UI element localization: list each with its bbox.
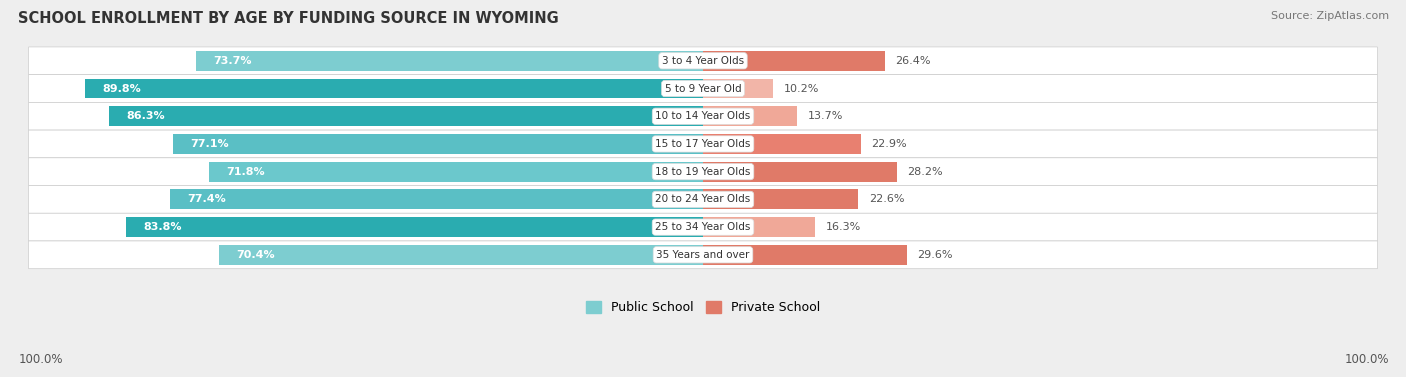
- Text: 5 to 9 Year Old: 5 to 9 Year Old: [665, 84, 741, 93]
- Text: 35 Years and over: 35 Years and over: [657, 250, 749, 260]
- Bar: [703, 106, 797, 126]
- Text: 22.6%: 22.6%: [869, 195, 904, 204]
- Text: 71.8%: 71.8%: [226, 167, 264, 177]
- FancyBboxPatch shape: [28, 213, 1378, 241]
- Text: 77.1%: 77.1%: [190, 139, 228, 149]
- Text: 100.0%: 100.0%: [1344, 353, 1389, 366]
- Bar: [219, 245, 703, 265]
- Bar: [173, 134, 703, 154]
- Text: 100.0%: 100.0%: [18, 353, 63, 366]
- Text: 29.6%: 29.6%: [917, 250, 952, 260]
- Text: 22.9%: 22.9%: [870, 139, 907, 149]
- FancyBboxPatch shape: [28, 158, 1378, 185]
- Bar: [209, 162, 703, 182]
- Bar: [703, 134, 860, 154]
- Text: 3 to 4 Year Olds: 3 to 4 Year Olds: [662, 56, 744, 66]
- Text: Source: ZipAtlas.com: Source: ZipAtlas.com: [1271, 11, 1389, 21]
- Legend: Public School, Private School: Public School, Private School: [581, 296, 825, 319]
- Bar: [703, 162, 897, 182]
- FancyBboxPatch shape: [28, 103, 1378, 130]
- Bar: [195, 51, 703, 71]
- Text: 70.4%: 70.4%: [236, 250, 274, 260]
- FancyBboxPatch shape: [28, 130, 1378, 158]
- Text: 15 to 17 Year Olds: 15 to 17 Year Olds: [655, 139, 751, 149]
- Text: 26.4%: 26.4%: [896, 56, 931, 66]
- Bar: [86, 78, 703, 98]
- Text: 28.2%: 28.2%: [907, 167, 943, 177]
- Text: 10 to 14 Year Olds: 10 to 14 Year Olds: [655, 111, 751, 121]
- Bar: [110, 106, 703, 126]
- FancyBboxPatch shape: [28, 75, 1378, 103]
- FancyBboxPatch shape: [28, 241, 1378, 269]
- Bar: [703, 51, 884, 71]
- Text: 77.4%: 77.4%: [187, 195, 226, 204]
- Text: 20 to 24 Year Olds: 20 to 24 Year Olds: [655, 195, 751, 204]
- Text: 86.3%: 86.3%: [127, 111, 165, 121]
- Text: 25 to 34 Year Olds: 25 to 34 Year Olds: [655, 222, 751, 232]
- Text: 18 to 19 Year Olds: 18 to 19 Year Olds: [655, 167, 751, 177]
- Bar: [703, 189, 859, 209]
- Bar: [703, 245, 907, 265]
- Text: 16.3%: 16.3%: [825, 222, 860, 232]
- FancyBboxPatch shape: [28, 47, 1378, 75]
- Bar: [127, 217, 703, 237]
- Bar: [703, 217, 815, 237]
- Bar: [703, 78, 773, 98]
- Text: 83.8%: 83.8%: [143, 222, 183, 232]
- Text: 13.7%: 13.7%: [807, 111, 844, 121]
- Bar: [170, 189, 703, 209]
- Text: 10.2%: 10.2%: [783, 84, 818, 93]
- FancyBboxPatch shape: [28, 185, 1378, 213]
- Text: SCHOOL ENROLLMENT BY AGE BY FUNDING SOURCE IN WYOMING: SCHOOL ENROLLMENT BY AGE BY FUNDING SOUR…: [18, 11, 560, 26]
- Text: 89.8%: 89.8%: [103, 84, 141, 93]
- Text: 73.7%: 73.7%: [214, 56, 252, 66]
